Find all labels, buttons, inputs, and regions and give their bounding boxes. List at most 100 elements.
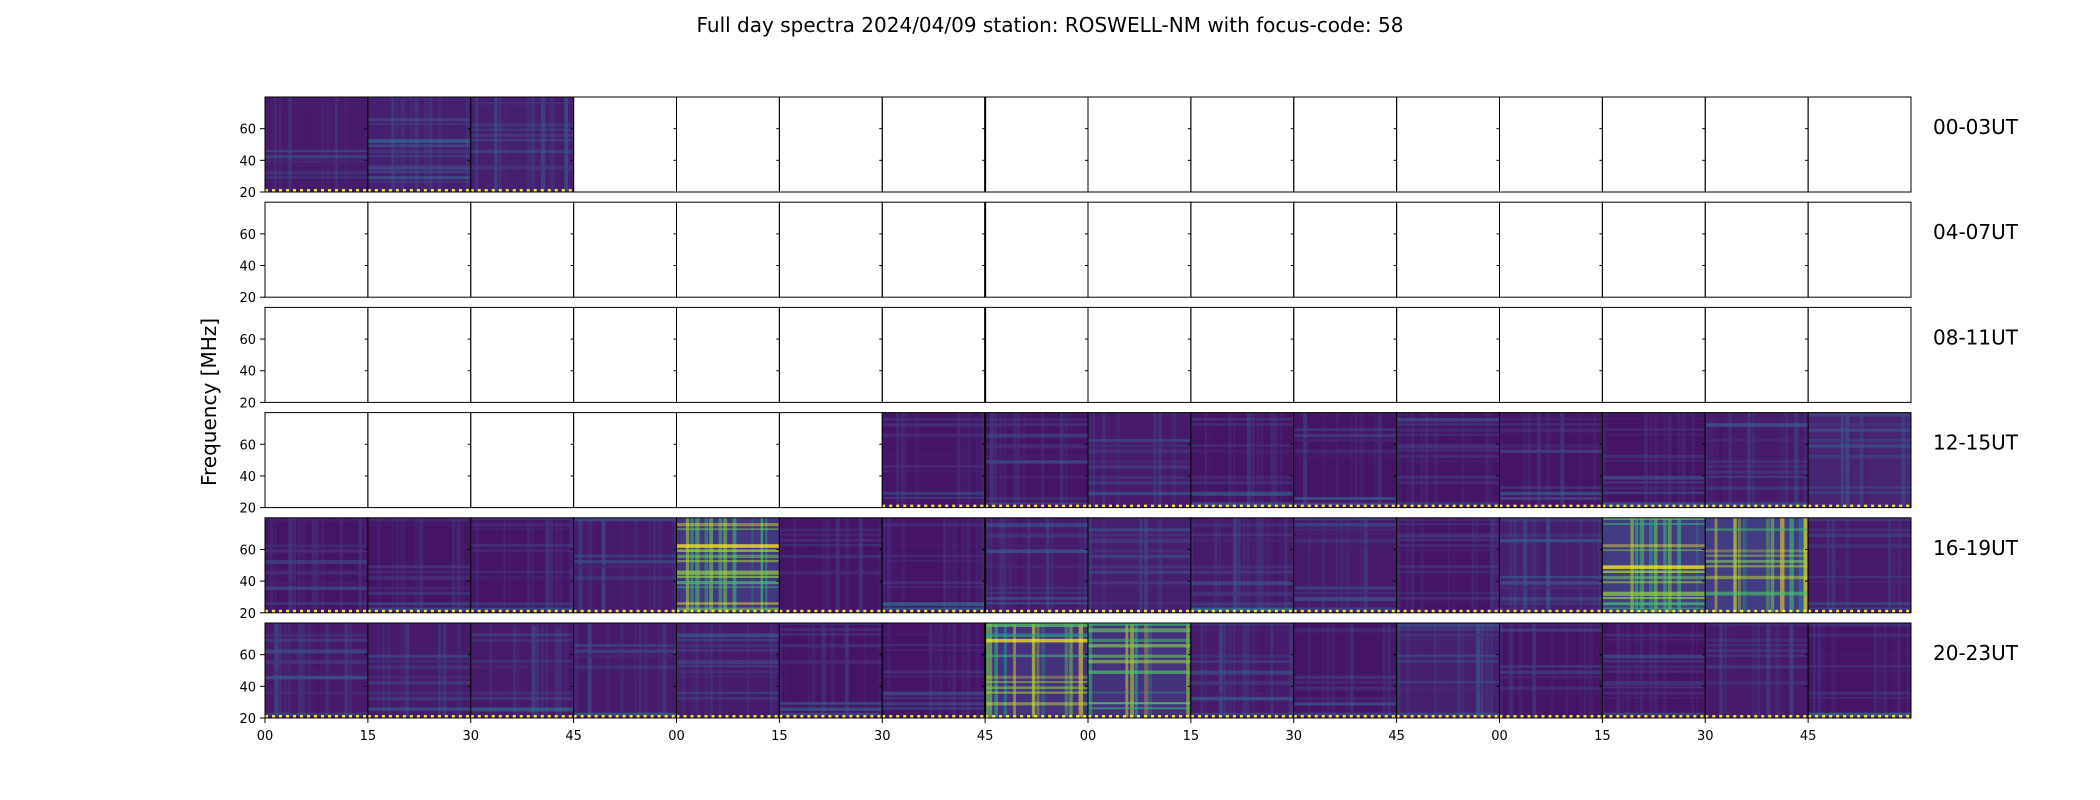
panel-frame [778, 96, 883, 193]
panel-frame [1807, 306, 1912, 403]
panel-frame [1190, 306, 1295, 403]
panel-frame [367, 306, 472, 403]
spectrum-panel [1808, 517, 1911, 613]
spectrum-panel [470, 623, 574, 718]
x-tick-label: 45 [1800, 729, 1817, 744]
spectrum-panel [470, 97, 574, 192]
panel-frame [881, 96, 986, 193]
spectrum-panel [265, 517, 368, 613]
panel-frame [1396, 96, 1500, 193]
y-tick-label: 20 [239, 396, 256, 411]
row-00-03UT: 20 40 60 00-03UT [239, 96, 2019, 201]
panel-frame [1396, 306, 1500, 403]
x-tick-label: 00 [257, 729, 274, 744]
spectrum-panel [470, 517, 574, 613]
row-label: 16-19UT [1933, 536, 2019, 560]
row-label: 20-23UT [1933, 641, 2019, 665]
spectrum-panel [265, 97, 368, 192]
spectrum-panel [367, 517, 471, 613]
spectrum-panel [1293, 412, 1397, 508]
y-tick-label: 60 [239, 228, 256, 243]
panel-frame [1601, 96, 1706, 193]
panel-frame [1293, 201, 1398, 298]
spectrum-panel [1190, 412, 1294, 508]
spectrum-panel [779, 517, 883, 613]
panel-frame [1499, 96, 1603, 193]
y-tick-label: 40 [239, 680, 256, 695]
panel-frame [1499, 306, 1603, 403]
panel-frame [676, 306, 780, 403]
spectrum-panel [1602, 412, 1706, 508]
panel-frame [1190, 201, 1295, 298]
panel-frame [1087, 96, 1192, 193]
panel-frame [573, 201, 677, 298]
panel-frame [264, 306, 369, 403]
panel-frame [367, 201, 472, 298]
y-tick-label: 60 [239, 333, 256, 348]
x-tick-label: 15 [1183, 729, 1200, 744]
chart-title: Full day spectra 2024/04/09 station: ROS… [697, 13, 1404, 37]
spectrum-panel [573, 623, 677, 718]
spectrum-panel [779, 623, 883, 718]
x-tick-label: 30 [874, 729, 891, 744]
spectrum-panel [1808, 412, 1911, 508]
panel-frame [881, 306, 986, 403]
x-tick-label: 00 [668, 729, 685, 744]
panel-frame [984, 201, 1089, 298]
panel-frame [984, 306, 1089, 403]
panel-frame [573, 96, 677, 193]
y-tick-label: 60 [239, 543, 256, 558]
x-tick-label: 45 [977, 729, 994, 744]
x-tick-label: 30 [1697, 729, 1714, 744]
x-tick-label: 45 [565, 729, 582, 744]
spectrum-panel [1190, 623, 1294, 718]
y-tick-label: 60 [239, 123, 256, 138]
spectrum-panel [367, 97, 471, 192]
y-tick-label: 20 [239, 291, 256, 306]
panel-frame [676, 201, 780, 298]
panel-frame [984, 96, 1089, 193]
panel-frame [881, 201, 986, 298]
panel-frame [264, 412, 369, 509]
panel-frame [676, 412, 780, 509]
spectrum-panel [1602, 517, 1706, 613]
x-tick-label: 30 [1285, 729, 1302, 744]
panel-frame [676, 96, 780, 193]
x-tick-label: 15 [1594, 729, 1611, 744]
y-tick-label: 40 [239, 260, 256, 275]
spectrum-panel [1602, 623, 1706, 718]
spectrum-panel [882, 412, 986, 508]
panel-frame [264, 201, 369, 298]
spectrum-panel [676, 623, 780, 718]
spectrum-panel [1499, 412, 1603, 508]
row-label: 08-11UT [1933, 325, 2019, 349]
spectrum-panel [1088, 517, 1191, 613]
y-tick-label: 40 [239, 154, 256, 169]
spectrum-panel [1705, 517, 1809, 613]
panel-frame [1293, 96, 1398, 193]
x-tick-label: 15 [771, 729, 788, 744]
panel-frame [1704, 96, 1809, 193]
spectrum-panel [1190, 517, 1294, 613]
panel-frame [470, 306, 575, 403]
spectrum-panel [367, 623, 471, 718]
spectrum-panel [1705, 412, 1809, 508]
y-tick-label: 40 [239, 575, 256, 590]
y-tick-label: 20 [239, 502, 256, 517]
spectrum-panel [1808, 623, 1911, 718]
panel-frame [1087, 201, 1192, 298]
row-label: 04-07UT [1933, 220, 2019, 244]
x-tick-label: 00 [1491, 729, 1508, 744]
y-tick-label: 40 [239, 470, 256, 485]
panel-frame [1807, 412, 1912, 509]
spectrum-panel [1088, 412, 1191, 508]
panel-frame [1601, 201, 1706, 298]
y-tick-label: 40 [239, 365, 256, 380]
spectrum-panel [1396, 412, 1500, 508]
spectrum-panel [882, 517, 986, 613]
panel-frame [1807, 96, 1912, 193]
panel-frame [1499, 201, 1603, 298]
y-tick-label: 20 [239, 607, 256, 622]
spectrum-panel [1293, 623, 1397, 718]
y-tick-label: 60 [239, 649, 256, 664]
